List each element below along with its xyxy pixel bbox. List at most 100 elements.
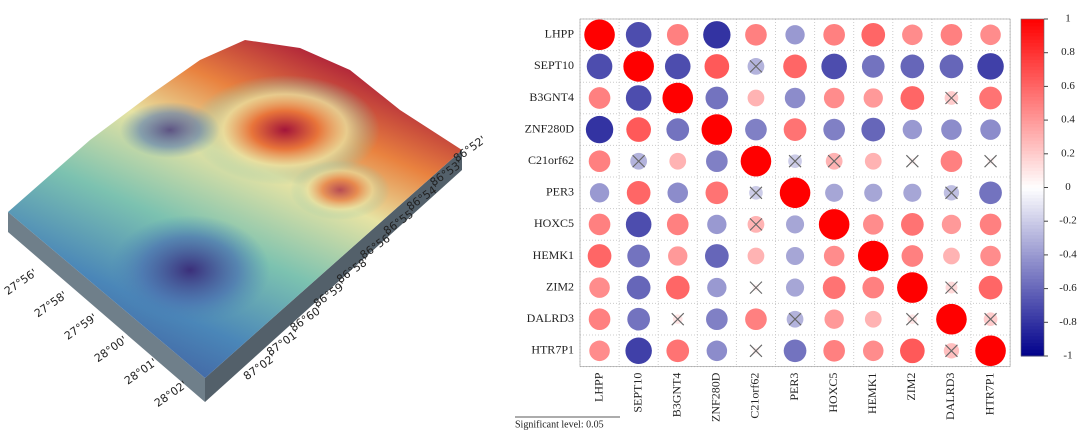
correlation-circle bbox=[861, 117, 886, 142]
colorbar-band bbox=[1021, 93, 1044, 98]
colorbar-band bbox=[1021, 45, 1044, 50]
colorbar-band bbox=[1021, 123, 1044, 128]
correlation-circle bbox=[704, 244, 729, 268]
correlation-circle bbox=[627, 244, 650, 268]
colorbar-band bbox=[1021, 285, 1044, 290]
colorbar-band bbox=[1021, 62, 1044, 67]
colorbar-band bbox=[1021, 265, 1044, 269]
correlation-circle bbox=[589, 183, 610, 203]
correlation-circle bbox=[666, 23, 689, 46]
terrain-valley bbox=[110, 215, 270, 325]
nonsignificant-cross bbox=[984, 154, 997, 168]
correlation-circle bbox=[785, 246, 805, 266]
colorbar-band bbox=[1021, 211, 1044, 215]
colorbar-band bbox=[1021, 187, 1044, 192]
colorbar-band bbox=[1021, 157, 1044, 162]
colorbar-band bbox=[1021, 106, 1044, 111]
colorbar-band bbox=[1021, 339, 1044, 344]
correlation-circle bbox=[897, 272, 928, 303]
colorbar-band bbox=[1021, 224, 1044, 229]
colorbar-tick-label: 0.6 bbox=[1061, 80, 1075, 92]
nonsignificant-cross bbox=[749, 344, 763, 358]
colorbar-band bbox=[1021, 278, 1044, 283]
colorbar-band bbox=[1021, 103, 1044, 108]
colorbar-band bbox=[1021, 86, 1044, 91]
correlation-circle bbox=[706, 340, 728, 362]
colorbar-band bbox=[1021, 248, 1044, 253]
correlation-circle bbox=[701, 114, 733, 145]
colorbar-band bbox=[1021, 204, 1044, 209]
correlation-circle bbox=[900, 338, 925, 364]
colorbar-band bbox=[1021, 254, 1044, 259]
nonsignificant-cross bbox=[788, 312, 802, 326]
correlation-circle bbox=[662, 82, 694, 114]
correlation-circle bbox=[902, 119, 923, 140]
row-label: ZIM2 bbox=[546, 279, 574, 293]
colorbar-band bbox=[1021, 126, 1044, 131]
nonsignificant-cross bbox=[945, 344, 958, 358]
colorbar-band bbox=[1021, 22, 1044, 27]
correlation-circle bbox=[901, 245, 924, 267]
correlation-circle bbox=[706, 308, 728, 331]
colorbar-band bbox=[1021, 207, 1044, 212]
correlation-circle bbox=[783, 118, 807, 141]
correlation-circle bbox=[587, 244, 612, 268]
nonsignificant-cross bbox=[749, 281, 763, 294]
row-label: HTR7P1 bbox=[531, 343, 574, 357]
colorbar-band bbox=[1021, 113, 1044, 118]
colorbar-band bbox=[1021, 318, 1044, 323]
nonsignificant-cross bbox=[905, 154, 919, 168]
correlation-circle bbox=[939, 54, 964, 79]
colorbar-band bbox=[1021, 174, 1044, 178]
nonsignificant-cross bbox=[827, 154, 841, 168]
terrain-side-left bbox=[8, 212, 205, 402]
correlation-circle bbox=[705, 181, 729, 205]
caption: Significant level: 0.05 bbox=[515, 419, 604, 430]
correlation-circle bbox=[664, 53, 691, 80]
correlation-circle bbox=[903, 183, 922, 202]
correlation-circle bbox=[779, 177, 811, 209]
correlation-circle bbox=[626, 117, 651, 142]
colorbar-tick-label: 0 bbox=[1065, 181, 1071, 193]
correlation-circle bbox=[625, 337, 652, 365]
correlation-circle bbox=[900, 54, 925, 79]
colorbar-band bbox=[1021, 288, 1044, 293]
colorbar-band bbox=[1021, 140, 1044, 145]
correlation-circle bbox=[745, 23, 767, 46]
correlation-circle bbox=[818, 209, 850, 240]
row-label: DALRD3 bbox=[527, 311, 574, 325]
correlation-circle bbox=[623, 51, 654, 82]
colorbar-tick-label: -0.6 bbox=[1059, 282, 1077, 294]
colorbar-band bbox=[1021, 153, 1044, 158]
correlation-circle bbox=[861, 55, 885, 78]
plot-frame bbox=[579, 18, 1011, 367]
column-label: C21orf62 bbox=[748, 373, 762, 419]
colorbar-tick-label: 0.4 bbox=[1061, 114, 1075, 126]
correlation-circle bbox=[823, 339, 845, 362]
nonsignificant-cross bbox=[945, 91, 958, 105]
row-label: HEMK1 bbox=[533, 248, 574, 262]
colorbar-band bbox=[1021, 143, 1044, 148]
correlation-circle bbox=[707, 214, 727, 235]
correlation-circle bbox=[979, 86, 1002, 110]
correlation-circle bbox=[588, 87, 611, 109]
nonsignificant-cross bbox=[905, 312, 919, 326]
colorbar-band bbox=[1021, 197, 1044, 202]
colorbar-band bbox=[1021, 217, 1044, 222]
colorbar-tick-label: 0.8 bbox=[1061, 46, 1075, 58]
correlation-circle bbox=[588, 150, 611, 173]
terrain-map bbox=[8, 40, 462, 402]
colorbar-band bbox=[1021, 59, 1044, 64]
colorbar-tick-label: 1 bbox=[1065, 13, 1071, 25]
colorbar-band bbox=[1021, 42, 1044, 47]
correlation-circle bbox=[864, 310, 882, 328]
correlation-circle bbox=[821, 53, 847, 80]
correlation-circle bbox=[625, 21, 652, 48]
colorbar-band bbox=[1021, 335, 1044, 340]
row-label: SEPT10 bbox=[534, 58, 574, 72]
nonsignificant-cross bbox=[632, 154, 646, 168]
nonsignificant-cross bbox=[749, 218, 763, 231]
colorbar-band bbox=[1021, 258, 1044, 263]
